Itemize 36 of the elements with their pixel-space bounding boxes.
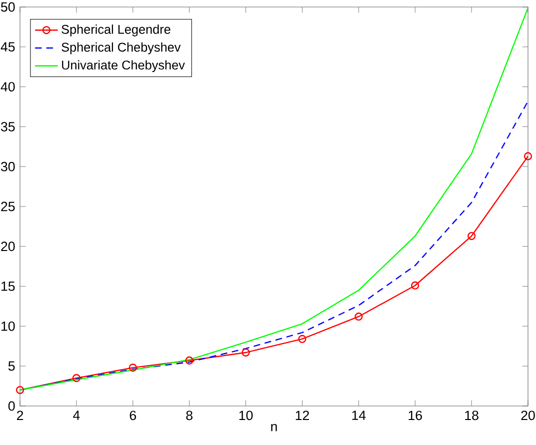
y-tick-label: 10 bbox=[1, 321, 15, 331]
legend-label: Spherical Legendre bbox=[62, 24, 170, 36]
x-tick-label: 20 bbox=[521, 410, 535, 420]
legend-label: Spherical Chebyshev bbox=[62, 42, 181, 54]
point bbox=[16, 386, 24, 394]
y-tick-label: 25 bbox=[1, 202, 15, 212]
x-tick-label: 10 bbox=[239, 410, 253, 420]
x-tick-label: 2 bbox=[16, 410, 24, 420]
y-tick-label: 30 bbox=[0, 162, 15, 172]
x-tick-label: 18 bbox=[465, 410, 478, 420]
x-tick-label: 8 bbox=[186, 410, 192, 420]
y-tick-label: 45 bbox=[0, 42, 15, 52]
y-tick-label: 0 bbox=[8, 401, 15, 411]
y-tick-label: 15 bbox=[1, 282, 15, 291]
point bbox=[298, 334, 306, 344]
point bbox=[524, 152, 532, 160]
y-tick-label: 20 bbox=[1, 242, 15, 252]
y-tick-label: 5 bbox=[8, 361, 15, 371]
point bbox=[411, 281, 420, 290]
x-tick-label: 6 bbox=[130, 410, 136, 420]
y-tick-label: 35 bbox=[0, 122, 15, 132]
point bbox=[128, 364, 137, 372]
x-tick-label: 4 bbox=[73, 410, 80, 420]
point bbox=[185, 356, 194, 365]
point bbox=[72, 374, 81, 382]
y-tick-label: 40 bbox=[0, 82, 15, 92]
legend-label: Univariate Chebyshev bbox=[62, 60, 185, 72]
point bbox=[354, 312, 363, 321]
point bbox=[467, 232, 476, 240]
x-tick-label: 12 bbox=[296, 410, 309, 420]
point bbox=[242, 348, 250, 357]
y-tick-label: 50 bbox=[1, 2, 15, 12]
x-axis-title: n bbox=[271, 424, 277, 432]
line-series bbox=[20, 7, 528, 391]
x-tick-label: 16 bbox=[408, 410, 422, 420]
x-tick-label: 14 bbox=[352, 410, 366, 420]
